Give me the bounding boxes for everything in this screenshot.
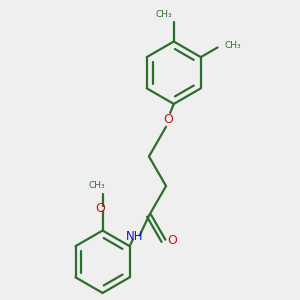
Text: O: O [95,202,105,215]
Text: O: O [164,113,173,126]
Text: NH: NH [126,230,143,243]
Text: O: O [167,234,177,247]
Text: CH₃: CH₃ [155,10,172,19]
Text: CH₃: CH₃ [89,182,106,190]
Text: CH₃: CH₃ [225,41,242,50]
